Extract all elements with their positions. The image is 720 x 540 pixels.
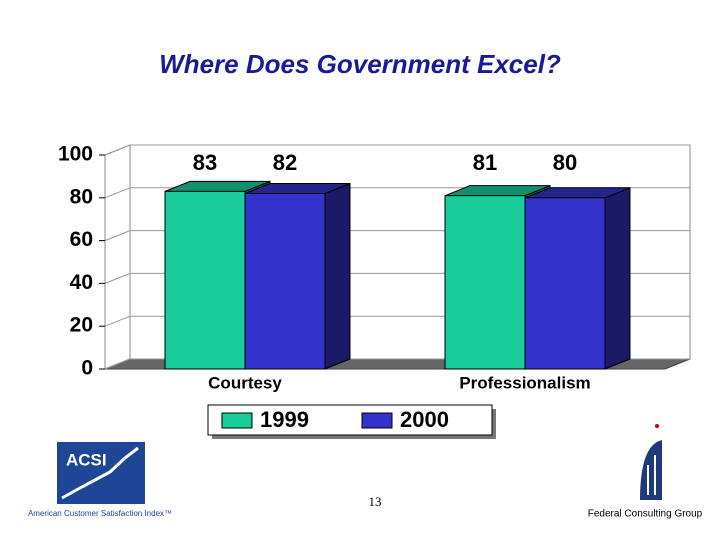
bar <box>244 182 351 370</box>
y-tick-label: 80 <box>70 185 93 208</box>
value-label: 83 <box>193 150 217 175</box>
x-tick-label: Professionalism <box>459 373 590 392</box>
y-tick-label: 100 <box>58 143 93 166</box>
bar-front <box>444 195 526 370</box>
bar-side <box>604 187 631 370</box>
logo-name: ACSI <box>66 450 107 469</box>
legend-swatch <box>361 412 393 429</box>
y-tick-label: 0 <box>81 357 93 380</box>
value-label: 82 <box>273 150 297 175</box>
logo-shape <box>640 440 662 500</box>
bar-front <box>164 190 246 370</box>
legend <box>207 404 493 436</box>
chart-title: Where Does Government Excel? <box>159 49 561 79</box>
value-label: 81 <box>473 150 497 175</box>
logo-caption: American Customer Satisfaction Index™ <box>28 509 172 518</box>
logo-star <box>655 424 659 428</box>
grid-line <box>104 144 690 156</box>
bar-front <box>524 197 606 370</box>
legend-swatch <box>221 412 253 429</box>
bar <box>524 187 631 370</box>
legend-label: 1999 <box>260 407 309 432</box>
x-tick-label: Courtesy <box>208 373 282 392</box>
side-wall <box>104 144 131 370</box>
logo-graphic <box>61 446 139 500</box>
y-tick-label: 20 <box>70 314 93 337</box>
bar-front <box>244 193 326 370</box>
fcg-logo <box>640 424 662 500</box>
legend-label: 2000 <box>400 407 449 432</box>
y-tick-label: 40 <box>70 271 93 294</box>
y-tick-label: 60 <box>70 228 93 251</box>
organization: Federal Consulting Group <box>588 509 703 520</box>
page-number: 13 <box>369 494 382 509</box>
value-label: 80 <box>553 150 577 175</box>
bar-side <box>324 182 351 370</box>
